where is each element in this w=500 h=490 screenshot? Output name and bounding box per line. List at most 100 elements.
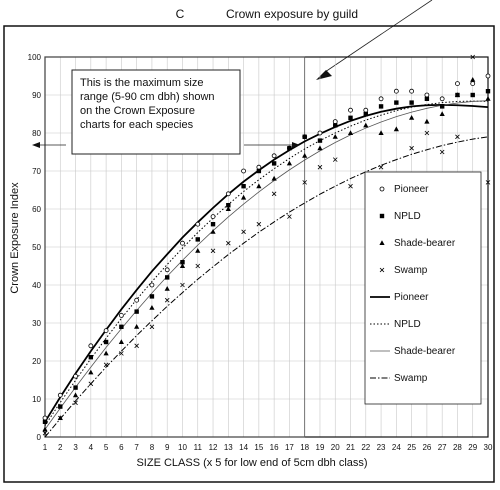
- point-npld: [42, 419, 48, 424]
- x-tick-label: 13: [224, 443, 233, 452]
- x-tick-label: 27: [438, 443, 447, 452]
- point-pioneer: [424, 92, 430, 98]
- x-tick-label: 9: [165, 443, 170, 452]
- point-shade-bearer: [439, 111, 445, 116]
- point-npld: [317, 138, 323, 143]
- point-npld: [210, 222, 216, 227]
- point-swamp: [302, 180, 307, 185]
- point-swamp: [57, 415, 63, 421]
- figure-frame: [3, 25, 495, 483]
- point-npld: [103, 339, 109, 345]
- point-shade-bearer: [317, 145, 323, 151]
- legend-label: Swamp: [394, 373, 428, 384]
- point-shade-bearer: [88, 369, 94, 375]
- fit-line-swamp: [44, 136, 489, 438]
- x-tick-label: 11: [194, 443, 203, 452]
- annotation-box: [71, 69, 241, 155]
- point-shade-bearer: [454, 92, 461, 97]
- fit-lines: [44, 100, 489, 438]
- point-swamp: [88, 381, 94, 387]
- annotation-line-1: This is the maximum size: [80, 77, 203, 89]
- point-npld: [58, 404, 63, 409]
- point-swamp: [103, 362, 109, 368]
- point-shade-bearer: [72, 392, 79, 398]
- x-tick-label: 24: [392, 443, 401, 452]
- point-shade-bearer: [42, 426, 48, 432]
- x-tick-label: 5: [104, 443, 109, 452]
- legend-label: Shade-bearer: [394, 346, 456, 357]
- point-swamp: [73, 400, 78, 406]
- point-pioneer: [195, 221, 201, 227]
- point-pioneer: [317, 130, 323, 136]
- point-npld: [378, 104, 384, 109]
- point-shade-bearer: [149, 305, 155, 310]
- y-tick-label: 90: [32, 91, 41, 100]
- point-pioneer: [73, 373, 78, 379]
- point-npld: [134, 309, 139, 314]
- point-swamp: [485, 180, 491, 185]
- fit-line-npld: [44, 100, 489, 426]
- x-tick-label: 25: [407, 443, 416, 452]
- annotation-line-2: range (5-90 cm dbh) shown: [80, 91, 215, 103]
- point-swamp: [409, 145, 414, 151]
- legend-marker-pioneer: [379, 186, 385, 192]
- point-pioneer: [180, 240, 185, 246]
- point-npld: [348, 115, 353, 120]
- point-pioneer: [470, 81, 476, 86]
- x-tick-label: 26: [422, 443, 431, 452]
- point-shade-bearer: [286, 160, 293, 166]
- x-tick-label: 15: [254, 443, 263, 452]
- point-pioneer: [378, 96, 384, 102]
- legend-label: NPLD: [394, 319, 421, 330]
- point-shade-bearer: [256, 183, 262, 189]
- x-tick-label: 16: [270, 443, 279, 452]
- fit-line-shade-bearer: [44, 100, 489, 430]
- x-tick-label: 20: [331, 443, 340, 452]
- point-pioneer: [210, 214, 216, 220]
- x-tick-label: 19: [316, 443, 325, 452]
- point-swamp: [439, 149, 445, 155]
- x-tick-label: 14: [239, 443, 248, 452]
- x-tick-label: 28: [453, 443, 462, 452]
- point-swamp: [332, 157, 338, 162]
- point-swamp: [424, 130, 430, 136]
- point-swamp: [42, 430, 48, 436]
- y-tick-label: 100: [28, 53, 42, 62]
- y-tick-label: 40: [32, 281, 41, 290]
- point-swamp: [287, 214, 292, 219]
- point-swamp: [149, 324, 155, 330]
- legend-marker-shade-bearer: [379, 240, 385, 245]
- x-tick-label: 7: [134, 443, 139, 452]
- point-npld: [119, 324, 124, 329]
- point-npld: [256, 168, 262, 174]
- point-swamp: [363, 111, 369, 117]
- y-axis-label: Crown Exposure Index: [9, 182, 21, 294]
- point-shade-bearer: [424, 118, 430, 124]
- pointer-line: [324, 0, 433, 73]
- x-tick-label: 6: [119, 443, 124, 452]
- point-shade-bearer: [225, 206, 231, 211]
- point-shade-bearer: [134, 324, 140, 329]
- point-pioneer: [271, 153, 277, 159]
- legend-label: Swamp: [394, 265, 428, 276]
- point-shade-bearer: [332, 134, 338, 139]
- x-tick-label: 29: [468, 443, 477, 452]
- x-tick-label: 8: [150, 443, 155, 452]
- point-npld: [149, 294, 155, 299]
- annotation-line-4: charts for each species: [80, 119, 194, 131]
- point-pioneer: [57, 392, 63, 398]
- point-pioneer: [241, 168, 246, 174]
- data-markers: [42, 54, 491, 436]
- point-shade-bearer: [378, 130, 384, 135]
- point-shade-bearer: [164, 286, 170, 291]
- y-tick-label: 0: [37, 433, 42, 442]
- point-pioneer: [332, 119, 338, 124]
- x-tick-label: 4: [89, 443, 94, 452]
- point-swamp: [134, 343, 139, 349]
- point-shade-bearer: [302, 153, 308, 158]
- x-tick-label: 22: [361, 443, 370, 452]
- point-swamp: [378, 164, 384, 170]
- point-shade-bearer: [271, 175, 277, 181]
- chart-title: Crown exposure by guild: [226, 7, 358, 21]
